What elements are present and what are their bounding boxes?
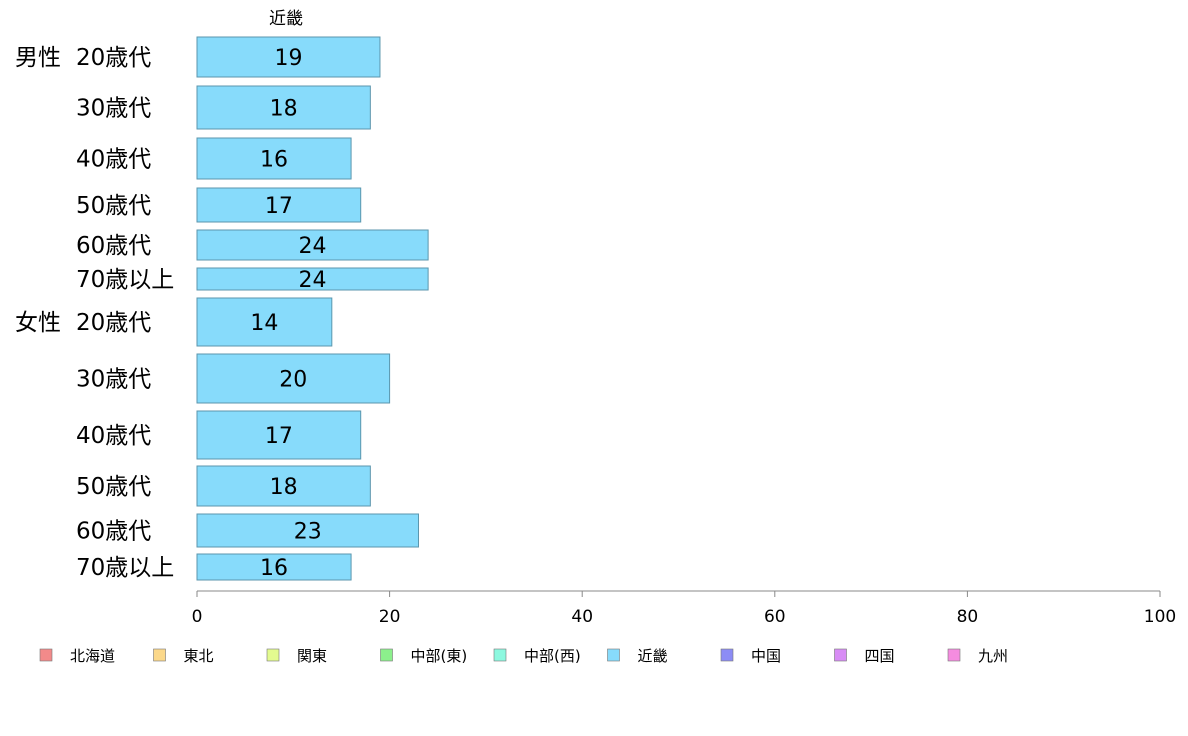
category-label: 20歳代 xyxy=(76,310,151,336)
legend-label: 東北 xyxy=(184,647,214,665)
group-label: 男性 xyxy=(15,45,61,71)
legend-swatch xyxy=(380,648,393,662)
bar-value-label: 16 xyxy=(260,148,288,173)
x-tick-label: 20 xyxy=(379,607,401,627)
bar-female-5 xyxy=(196,513,419,548)
legend-swatch xyxy=(39,648,53,662)
category-label: 30歳代 xyxy=(76,367,151,393)
bar-male-4 xyxy=(196,187,362,223)
legend-swatch xyxy=(266,648,280,662)
category-label: 40歳代 xyxy=(76,423,151,449)
legend-label: 近畿 xyxy=(638,647,668,665)
bar-value-label: 16 xyxy=(260,556,288,581)
x-tick-label: 60 xyxy=(764,607,786,627)
bar-female-3 xyxy=(196,410,362,460)
category-label: 70歳以上 xyxy=(76,267,174,293)
bar-value-label: 14 xyxy=(250,311,278,336)
bar-value-label: 23 xyxy=(294,520,322,545)
category-labels-group: 20歳代男性30歳代40歳代50歳代60歳代70歳以上20歳代女性30歳代40歳… xyxy=(15,45,174,581)
group-label: 女性 xyxy=(15,310,61,336)
legend-swatch xyxy=(720,648,734,662)
category-label: 50歳代 xyxy=(76,474,151,500)
bar-male-2 xyxy=(196,85,371,130)
category-label: 40歳代 xyxy=(76,147,151,173)
x-tick-label: 0 xyxy=(192,607,203,627)
bar-female-6 xyxy=(196,553,352,581)
bar-value-label: 17 xyxy=(265,424,293,449)
x-tick-label: 80 xyxy=(957,607,979,627)
bar-female-4 xyxy=(196,465,371,507)
legend-label: 北海道 xyxy=(70,647,115,665)
category-label: 60歳代 xyxy=(76,233,151,259)
category-label: 70歳以上 xyxy=(76,555,174,581)
bar-value-label: 18 xyxy=(270,97,298,122)
x-tick-label: 40 xyxy=(571,607,593,627)
legend: 北海道 東北 関東 中部(東) 中部(西) 近畿 中国 四国 九州 xyxy=(39,647,1008,665)
bar-value-label: 19 xyxy=(274,46,302,71)
x-tick-label: 100 xyxy=(1144,607,1176,627)
legend-label: 中国 xyxy=(751,647,781,665)
bar-female-1 xyxy=(196,297,333,347)
bar-male-5 xyxy=(196,229,429,261)
bar-male-3 xyxy=(196,137,352,180)
legend-label: 四国 xyxy=(865,647,895,665)
legend-label: 中部(西) xyxy=(524,647,581,665)
category-label: 60歳代 xyxy=(76,519,151,545)
category-label: 30歳代 xyxy=(76,96,151,122)
legend-swatch xyxy=(607,648,620,662)
legend-swatch xyxy=(153,648,166,662)
legend-label: 中部(東) xyxy=(411,647,468,665)
category-label: 20歳代 xyxy=(76,45,151,71)
legend-swatch xyxy=(493,648,507,662)
bar-value-label: 18 xyxy=(270,475,298,500)
bar-value-label: 17 xyxy=(265,194,293,219)
legend-swatch xyxy=(834,648,847,662)
legend-swatch xyxy=(947,648,961,662)
bar-female-2 xyxy=(196,353,391,404)
legend-label: 関東 xyxy=(297,647,327,665)
category-label: 50歳代 xyxy=(76,193,151,219)
bar-male-1 xyxy=(196,36,381,78)
chart-title: 近畿 xyxy=(269,9,303,29)
bar-value-label: 24 xyxy=(299,268,327,293)
legend-label: 九州 xyxy=(978,647,1008,665)
bar-value-label: 20 xyxy=(279,368,307,393)
bar-value-label: 24 xyxy=(299,234,327,259)
x-axis: 0 20 40 60 80 100 xyxy=(192,590,1176,627)
bar-male-6 xyxy=(196,267,429,291)
